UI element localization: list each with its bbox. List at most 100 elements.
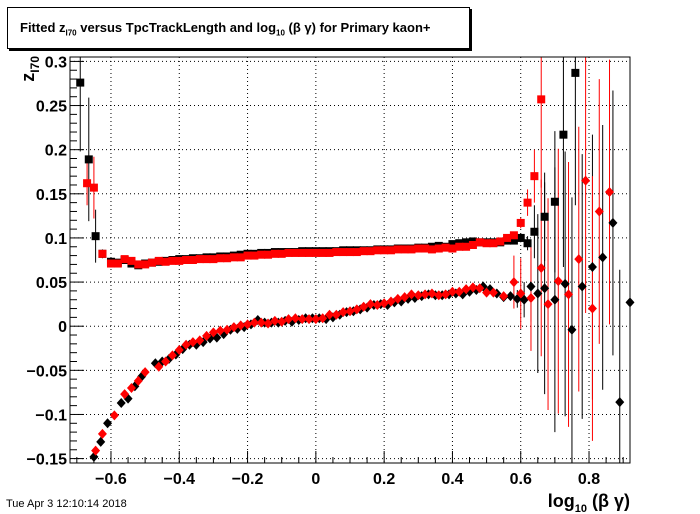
- data-point-square: [482, 239, 491, 248]
- data-point-square: [76, 78, 85, 87]
- data-point-diamond: [91, 445, 101, 456]
- x-tick-label: 0.6: [510, 471, 532, 488]
- data-point-diamond: [229, 322, 239, 333]
- x-tick-label: −0.4: [163, 471, 195, 488]
- data-point-square: [134, 260, 143, 269]
- data-point-square: [516, 233, 525, 242]
- title-box: Fitted zI70 versus TpcTrackLength and lo…: [7, 7, 470, 49]
- data-point-diamond: [420, 289, 430, 300]
- y-tick-label: 0.3: [45, 54, 67, 71]
- data-point-square: [113, 259, 122, 268]
- x-axis-label: log10 (β γ): [548, 491, 630, 514]
- data-point-square: [141, 260, 150, 269]
- data-point-diamond: [393, 293, 403, 304]
- data-point-diamond: [215, 325, 225, 336]
- data-point-diamond: [406, 289, 416, 300]
- data-point-square: [311, 248, 320, 257]
- data-point-diamond: [564, 289, 574, 300]
- data-point-square: [284, 248, 293, 257]
- data-point-square: [325, 248, 334, 257]
- data-point-diamond: [499, 291, 509, 302]
- data-point-diamond: [475, 283, 485, 294]
- data-point-square: [386, 246, 395, 255]
- data-point-diamond: [352, 304, 362, 315]
- data-point-diamond: [270, 315, 280, 326]
- data-point-square: [427, 245, 436, 254]
- data-point-square: [373, 246, 382, 255]
- data-point-diamond: [331, 309, 341, 320]
- y-tick-label: −0.1: [35, 407, 67, 424]
- data-point-square: [523, 198, 532, 207]
- data-point-diamond: [587, 303, 597, 314]
- data-point-diamond: [116, 397, 126, 408]
- data-point-diamond: [236, 320, 246, 331]
- data-point-square: [530, 227, 539, 236]
- data-point-square: [318, 248, 327, 257]
- data-point-diamond: [359, 301, 369, 312]
- data-point-diamond: [195, 335, 205, 346]
- data-point-diamond: [103, 418, 113, 429]
- data-point-square: [332, 248, 341, 257]
- data-point-square: [229, 253, 238, 262]
- data-point-diamond: [256, 317, 266, 328]
- data-point-square: [127, 256, 136, 265]
- data-point-diamond: [249, 317, 259, 328]
- data-point-diamond: [379, 298, 389, 309]
- data-point-diamond: [540, 283, 550, 294]
- data-point-diamond: [536, 262, 546, 273]
- data-point-square: [540, 212, 549, 221]
- data-point-square: [277, 249, 286, 258]
- chart-title: Fitted zI70 versus TpcTrackLength and lo…: [20, 20, 431, 38]
- data-point-square: [559, 130, 568, 139]
- data-point-square: [147, 258, 156, 267]
- data-point-square: [154, 256, 163, 265]
- data-point-diamond: [133, 375, 143, 386]
- data-point-diamond: [154, 361, 164, 372]
- data-point-square: [346, 248, 354, 257]
- data-point-square: [305, 248, 314, 257]
- data-point-diamond: [338, 307, 348, 318]
- data-point-diamond: [109, 410, 119, 421]
- data-point-square: [243, 251, 252, 260]
- x-tick-label: 0.4: [441, 471, 463, 488]
- data-point-square: [84, 155, 93, 164]
- data-point-diamond: [222, 324, 232, 335]
- data-point-diamond: [202, 330, 212, 341]
- x-tick-label: 0.8: [578, 471, 600, 488]
- data-point-diamond: [263, 318, 273, 329]
- data-point-square: [400, 245, 409, 254]
- data-point-diamond: [345, 306, 355, 317]
- data-point-square: [448, 244, 457, 253]
- data-point-diamond: [615, 397, 625, 408]
- data-point-square: [462, 238, 471, 247]
- data-point-square: [339, 248, 348, 257]
- x-tick-label: −0.6: [95, 471, 127, 488]
- data-point-square: [209, 255, 218, 264]
- data-point-diamond: [126, 382, 136, 393]
- y-tick-label: 0: [58, 319, 67, 336]
- data-point-square: [202, 255, 211, 264]
- data-point-diamond: [284, 314, 294, 325]
- data-point-diamond: [605, 187, 615, 198]
- data-point-diamond: [372, 300, 382, 311]
- data-point-square: [503, 233, 512, 242]
- data-point-diamond: [598, 252, 608, 263]
- data-point-square: [530, 172, 539, 181]
- data-point-diamond: [120, 389, 130, 400]
- data-point-diamond: [140, 367, 150, 378]
- data-point-square: [83, 179, 92, 188]
- data-point-diamond: [608, 217, 618, 228]
- data-point-square: [537, 95, 546, 104]
- data-point-diamond: [526, 292, 536, 303]
- data-point-square: [462, 242, 471, 251]
- data-point-square: [516, 218, 525, 227]
- data-point-diamond: [243, 319, 253, 330]
- data-point-diamond: [461, 284, 471, 295]
- data-point-square: [352, 248, 361, 257]
- data-point-square: [509, 231, 518, 240]
- data-point-diamond: [208, 327, 218, 338]
- data-point-diamond: [447, 286, 457, 297]
- data-point-square: [441, 243, 450, 252]
- data-point-diamond: [277, 316, 287, 327]
- data-point-diamond: [311, 314, 321, 325]
